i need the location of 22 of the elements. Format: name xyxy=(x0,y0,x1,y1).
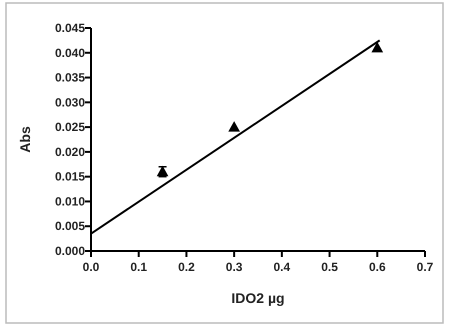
x-tick-label: 0.1 xyxy=(130,260,148,274)
y-tick-label: 0.005 xyxy=(54,219,86,234)
y-tick-label: 0.000 xyxy=(54,244,86,258)
y-tick-label: 0.015 xyxy=(54,170,86,184)
x-tick-label: 0.6 xyxy=(368,260,386,274)
x-tick-label: 0.4 xyxy=(274,260,291,274)
y-tick-label: 0.025 xyxy=(54,120,86,134)
y-axis-title: Abs xyxy=(17,126,33,153)
x-tick-label: 0.0 xyxy=(82,260,100,274)
y-tick-label: 0.010 xyxy=(54,194,86,208)
y-tick-label: 0.035 xyxy=(54,70,86,85)
y-tick-label: 0.040 xyxy=(54,46,86,60)
y-tick-label: 0.030 xyxy=(54,95,86,110)
x-tick-label: 0.5 xyxy=(321,260,338,274)
x-tick-label: 0.2 xyxy=(178,260,196,274)
x-tick-label: 0.7 xyxy=(416,260,434,274)
x-tick-label: 0.3 xyxy=(226,260,243,274)
x-axis-title: IDO2 µg xyxy=(231,290,285,306)
y-tick-label: 0.020 xyxy=(54,144,86,159)
point xyxy=(228,122,240,132)
point xyxy=(372,42,383,52)
y-tick-label: 0.045 xyxy=(54,21,86,35)
